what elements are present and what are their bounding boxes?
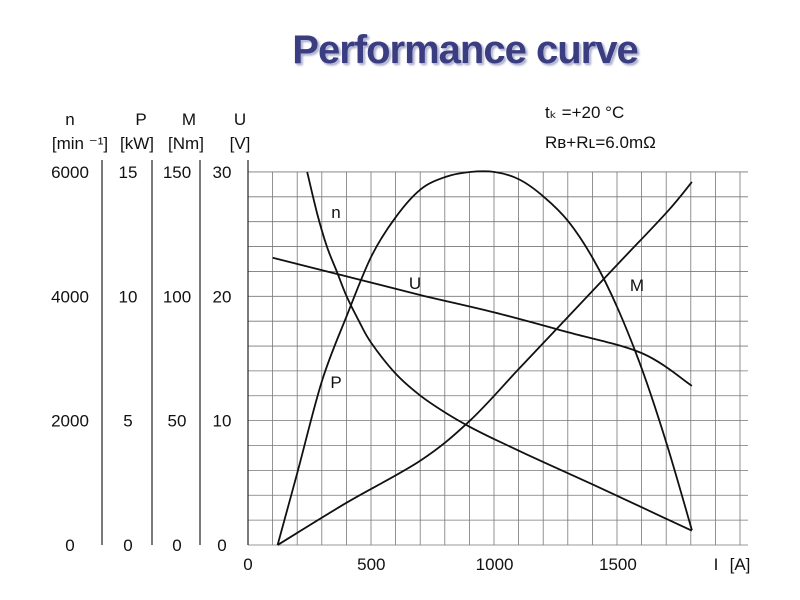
u-tick-label: 0	[217, 536, 226, 555]
curve-label-u: U	[409, 274, 421, 293]
x-tick-label: 500	[357, 555, 385, 574]
m-axis-unit: [Nm]	[168, 134, 204, 153]
n-tick-label: 0	[65, 536, 74, 555]
x-tick-label: 0	[243, 555, 252, 574]
p-tick-label: 5	[123, 412, 132, 431]
n-axis-unit: [min ⁻¹]	[52, 134, 108, 153]
u-axis-label: U	[234, 110, 246, 129]
x-axis-label: I	[714, 555, 719, 574]
p-axis-unit: [kW]	[120, 134, 154, 153]
u-axis-unit: [V]	[230, 134, 251, 153]
temperature-condition: tₖ =+20 °C	[545, 103, 624, 122]
grid	[247, 171, 748, 546]
series-p-line	[276, 170, 693, 546]
chart-title: Performance curve	[292, 28, 638, 72]
m-tick-label: 50	[168, 412, 187, 431]
u-tick-label: 30	[213, 163, 232, 182]
u-tick-label: 20	[213, 287, 232, 306]
p-tick-label: 10	[119, 287, 138, 306]
u-tick-label: 10	[213, 412, 232, 431]
resistance-condition: Rʙ+Rʟ=6.0mΩ	[545, 133, 656, 152]
n-tick-label: 6000	[51, 163, 89, 182]
n-tick-label: 4000	[51, 287, 89, 306]
series-u-line	[272, 256, 693, 387]
m-axis-label: M	[182, 110, 196, 129]
x-tick-label: 1500	[599, 555, 637, 574]
curve-label-p: P	[330, 373, 341, 392]
curve-label-m: M	[630, 276, 644, 295]
n-tick-label: 2000	[51, 412, 89, 431]
curve-label-n: n	[331, 203, 340, 222]
x-axis-unit: [A]	[730, 555, 751, 574]
p-tick-label: 0	[123, 536, 132, 555]
curves	[272, 170, 693, 546]
series-m-line	[277, 181, 693, 546]
axes	[101, 160, 249, 545]
n-axis-label: n	[65, 110, 74, 129]
series-n-line	[306, 171, 693, 532]
m-tick-label: 0	[172, 536, 181, 555]
x-tick-label: 1000	[476, 555, 514, 574]
m-tick-label: 100	[163, 287, 191, 306]
m-tick-label: 150	[163, 163, 191, 182]
p-tick-label: 15	[119, 163, 138, 182]
labels: n[min ⁻¹]0200040006000P[kW]051015M[Nm]05…	[51, 110, 750, 574]
p-axis-label: P	[135, 110, 146, 129]
